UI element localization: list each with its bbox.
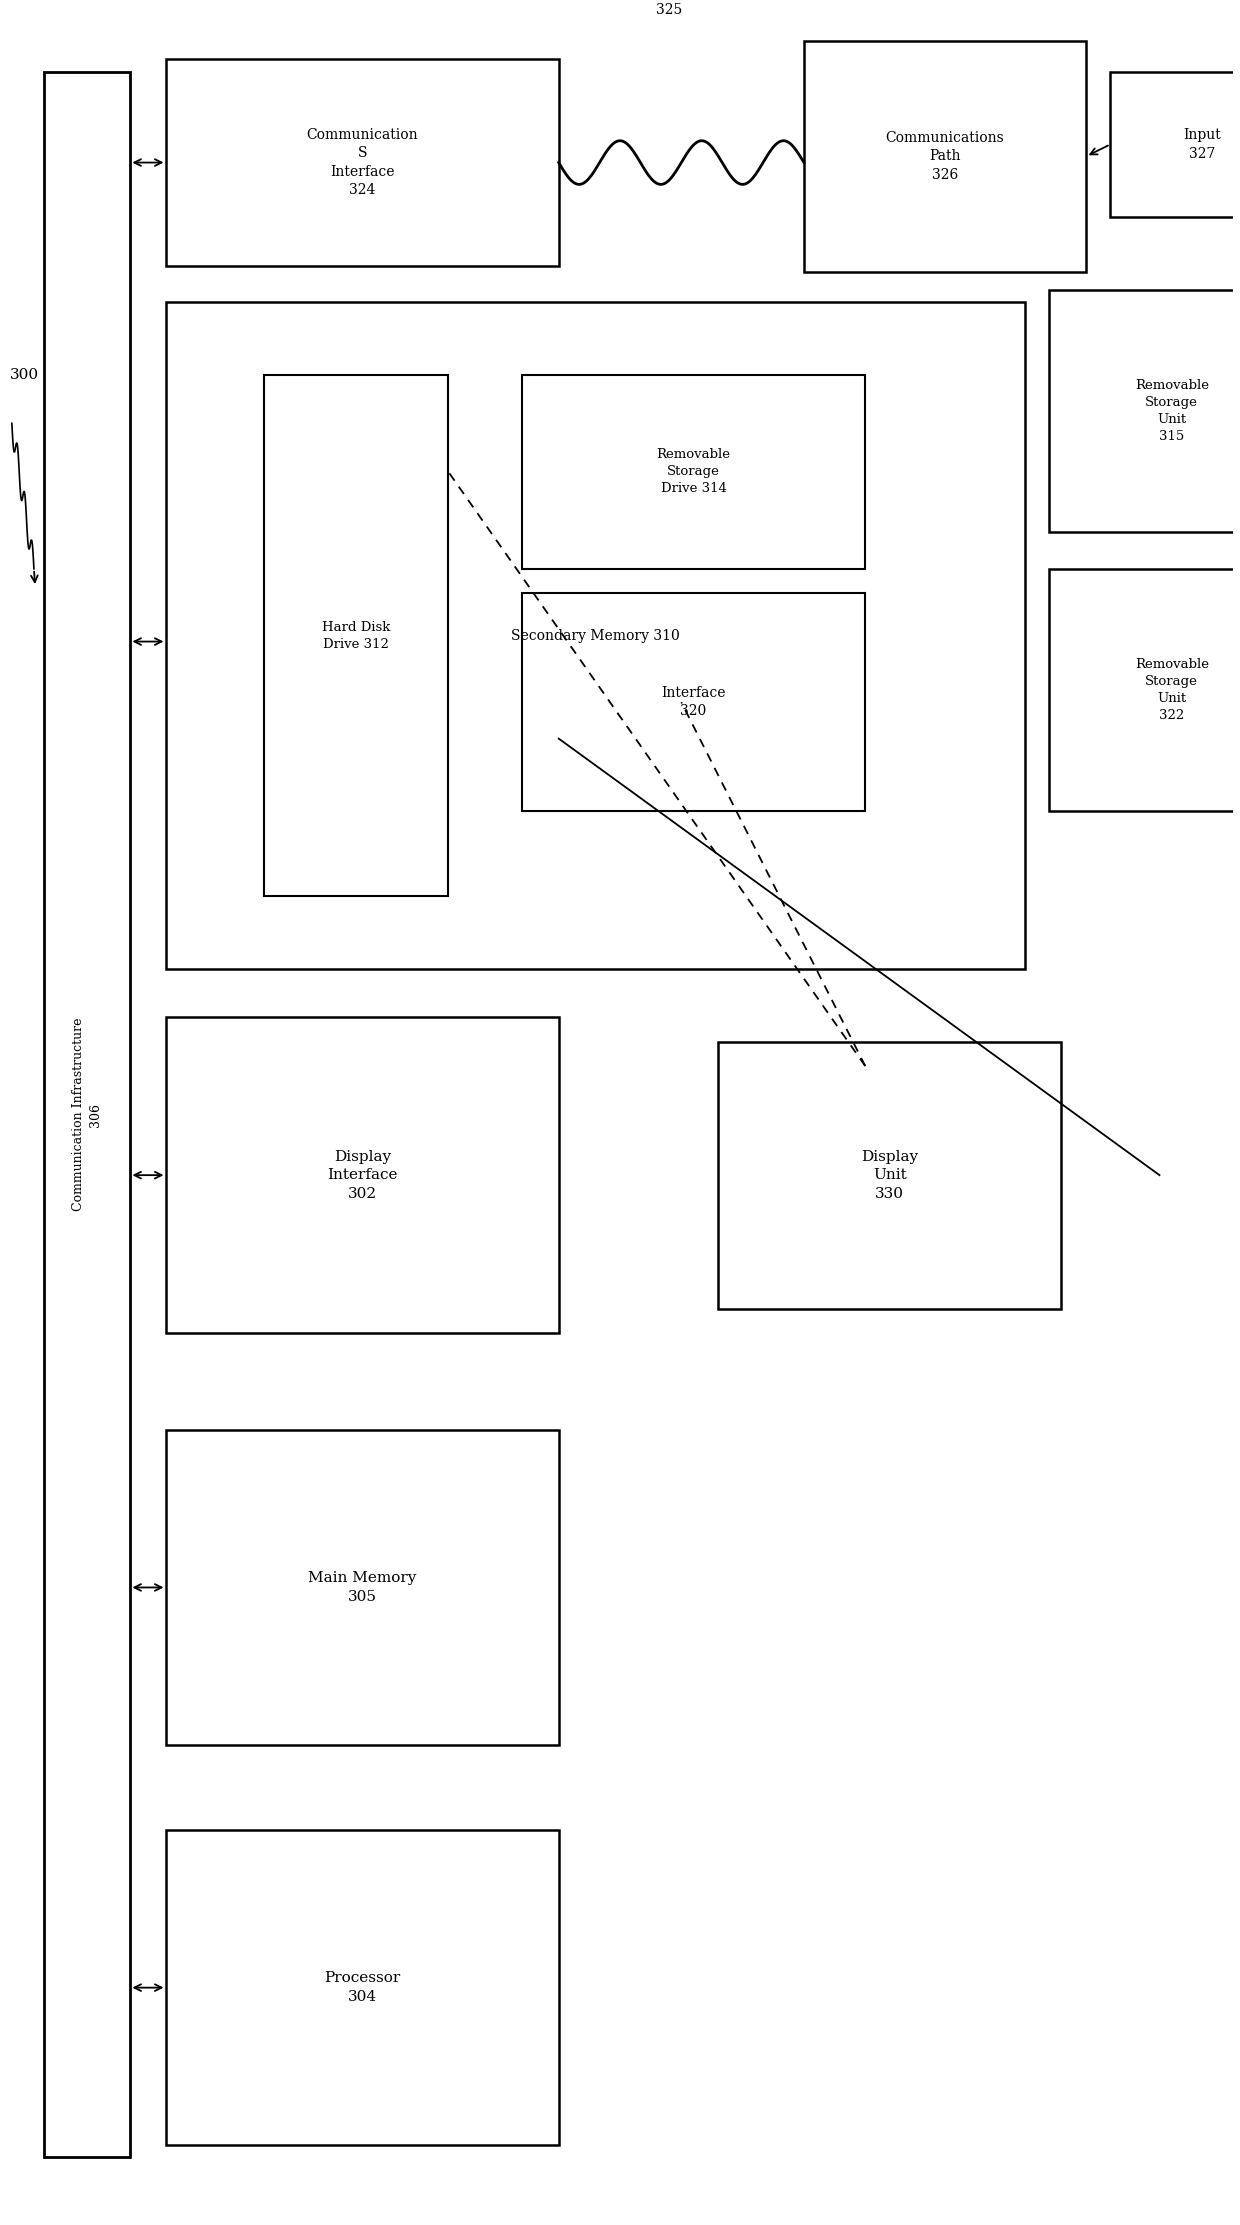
Text: Main Memory
305: Main Memory 305 xyxy=(309,1571,417,1604)
Text: Input
327: Input 327 xyxy=(1183,129,1221,160)
Bar xyxy=(166,303,1024,970)
Text: Removable
Storage
Unit
322: Removable Storage Unit 322 xyxy=(1135,659,1209,723)
Bar xyxy=(522,374,866,570)
Text: 325: 325 xyxy=(656,2,682,18)
Bar xyxy=(1111,71,1240,218)
Text: Interface
320: Interface 320 xyxy=(661,685,725,719)
Bar xyxy=(166,60,559,265)
Text: Secondary Memory 310: Secondary Memory 310 xyxy=(511,627,680,643)
Text: Removable
Storage
Drive 314: Removable Storage Drive 314 xyxy=(656,447,730,496)
Text: Processor
304: Processor 304 xyxy=(325,1971,401,2005)
Bar xyxy=(718,1041,1061,1308)
Bar xyxy=(43,71,129,2158)
Text: Hard Disk
Drive 312: Hard Disk Drive 312 xyxy=(322,621,391,650)
Bar xyxy=(522,594,866,812)
Text: Display
Unit
330: Display Unit 330 xyxy=(862,1150,919,1202)
Bar xyxy=(1049,570,1240,812)
Bar xyxy=(166,1829,559,2145)
Bar xyxy=(264,374,449,897)
Bar xyxy=(1049,289,1240,532)
Text: Communications
Path
326: Communications Path 326 xyxy=(885,131,1004,182)
Text: Communication Infrastructure
306: Communication Infrastructure 306 xyxy=(72,1017,102,1210)
Text: Removable
Storage
Unit
315: Removable Storage Unit 315 xyxy=(1135,378,1209,443)
Bar xyxy=(166,1431,559,1744)
Text: Display
Interface
302: Display Interface 302 xyxy=(327,1150,398,1202)
Bar xyxy=(804,42,1086,271)
Text: Communication
S
Interface
324: Communication S Interface 324 xyxy=(306,129,418,198)
Text: 300: 300 xyxy=(10,367,38,383)
Bar xyxy=(166,1017,559,1333)
